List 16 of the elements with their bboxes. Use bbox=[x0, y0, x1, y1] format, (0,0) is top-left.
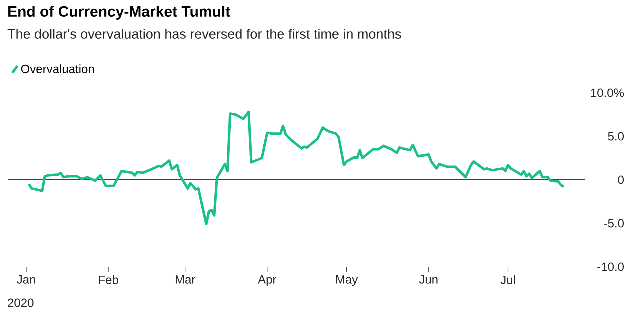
y-tick-label: 5.0 bbox=[608, 132, 624, 141]
y-tick-label: -5.0 bbox=[604, 219, 624, 228]
legend-label: Overvaluation bbox=[21, 64, 94, 74]
chart-subtitle: The dollar's overvaluation has reversed for the first time in months bbox=[8, 29, 402, 39]
x-tick-label: Mar bbox=[176, 276, 196, 284]
x-tick-label: Jun bbox=[419, 276, 438, 284]
x-tick-label: Jan bbox=[17, 276, 36, 284]
x-tick-label: Jul bbox=[500, 276, 516, 284]
y-tick-label: 10.0% bbox=[591, 88, 624, 98]
text: 2020 bbox=[8, 298, 34, 308]
x-tick-label: Feb bbox=[99, 276, 118, 284]
x-tick-label: Apr bbox=[258, 276, 277, 286]
y-tick-label: 0 bbox=[618, 176, 624, 184]
y-tick-label: -10.0 bbox=[598, 262, 624, 272]
x-tick-label: May bbox=[336, 276, 358, 286]
chart-title: End of Currency-Market Tumult bbox=[8, 6, 230, 20]
